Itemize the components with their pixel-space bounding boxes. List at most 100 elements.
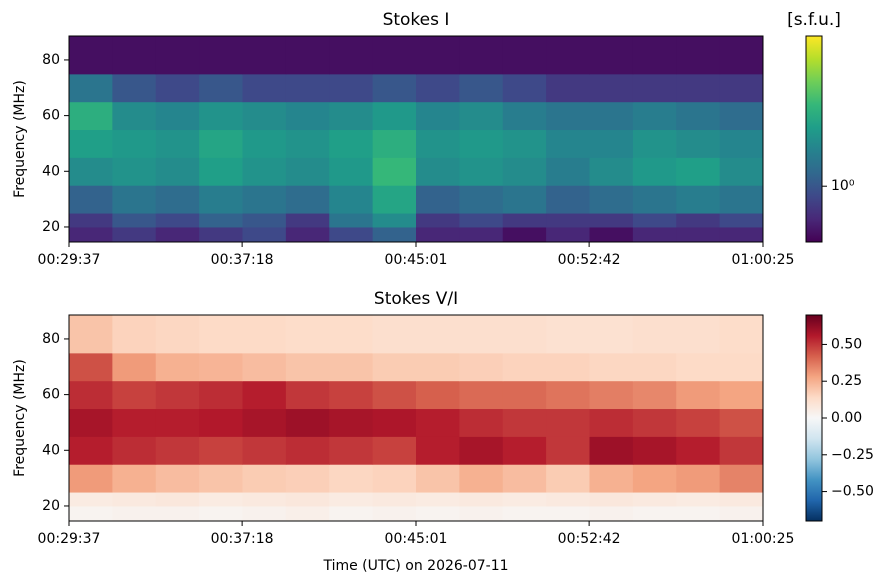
heatmap-cell bbox=[719, 315, 764, 354]
heatmap-cell bbox=[502, 213, 547, 228]
heatmap-cell bbox=[285, 129, 330, 158]
heatmap-cell bbox=[632, 505, 677, 522]
heatmap-cell bbox=[589, 157, 634, 186]
heatmap-cell bbox=[372, 129, 417, 158]
heatmap-cell bbox=[199, 352, 243, 382]
heatmap-cell bbox=[329, 36, 374, 75]
heatmap-cell bbox=[416, 492, 460, 507]
heatmap-cell bbox=[199, 157, 243, 186]
heatmap-cell bbox=[676, 436, 721, 465]
heatmap-cell bbox=[199, 436, 243, 465]
heatmap-cell bbox=[199, 408, 243, 437]
y-axis-label: Frequency (MHz) bbox=[12, 80, 28, 198]
heatmap-cell bbox=[242, 408, 287, 437]
heatmap-cell bbox=[329, 157, 374, 186]
heatmap-cell bbox=[372, 380, 417, 410]
heatmap-cell bbox=[546, 408, 590, 437]
heatmap-cell bbox=[459, 492, 504, 507]
heatmap-cell bbox=[112, 436, 157, 465]
heatmap-cell bbox=[372, 505, 417, 522]
heatmap-cell bbox=[676, 101, 721, 131]
heatmap-cell bbox=[459, 464, 504, 493]
heatmap-cell bbox=[416, 129, 460, 158]
heatmap-cell bbox=[329, 352, 374, 382]
heatmap-cell bbox=[459, 436, 504, 465]
heatmap-cell bbox=[372, 352, 417, 382]
y-tick-label: 40 bbox=[42, 442, 60, 458]
heatmap-cell bbox=[285, 408, 330, 437]
heatmap-cell bbox=[329, 492, 374, 507]
heatmap-cell bbox=[632, 408, 677, 437]
heatmap-cell bbox=[69, 408, 113, 437]
heatmap-cell bbox=[372, 464, 417, 493]
heatmap-cell bbox=[546, 101, 590, 131]
heatmap-cell bbox=[589, 492, 634, 507]
heatmap-cell bbox=[155, 436, 200, 465]
heatmap-cell bbox=[112, 157, 157, 186]
heatmap-cell bbox=[69, 73, 113, 103]
heatmap-cell bbox=[589, 73, 634, 103]
heatmap-cell bbox=[502, 101, 547, 131]
heatmap-cell bbox=[242, 464, 287, 493]
y-tick-label: 20 bbox=[42, 498, 60, 514]
heatmap-cell bbox=[285, 185, 330, 214]
heatmap-cell bbox=[719, 380, 764, 410]
heatmap-cell bbox=[719, 36, 764, 75]
heatmap-cell bbox=[112, 213, 157, 228]
heatmap-cell bbox=[502, 185, 547, 214]
heatmap-cell bbox=[155, 129, 200, 158]
heatmap-cell bbox=[155, 352, 200, 382]
heatmap-cell bbox=[502, 352, 547, 382]
heatmap-cell bbox=[155, 185, 200, 214]
heatmap-cell bbox=[199, 226, 243, 243]
heatmap-cell bbox=[285, 157, 330, 186]
heatmap-cell bbox=[69, 464, 113, 493]
colorbar-tick-label: 0.25 bbox=[831, 373, 862, 389]
heatmap-cell bbox=[112, 408, 157, 437]
heatmap-cell bbox=[546, 352, 590, 382]
heatmap-cell bbox=[69, 505, 113, 522]
heatmap-cell bbox=[632, 492, 677, 507]
heatmap-cell bbox=[285, 213, 330, 228]
heatmap-cell bbox=[199, 185, 243, 214]
heatmap-cell bbox=[546, 226, 590, 243]
heatmap-cell bbox=[112, 226, 157, 243]
heatmap-cell bbox=[719, 505, 764, 522]
heatmap-cell bbox=[372, 73, 417, 103]
colorbar bbox=[805, 35, 823, 243]
heatmap-cell bbox=[329, 213, 374, 228]
heatmap-cell bbox=[416, 73, 460, 103]
heatmap-cell bbox=[676, 36, 721, 75]
heatmap-cell bbox=[285, 380, 330, 410]
heatmap-cell bbox=[69, 352, 113, 382]
heatmap-cell bbox=[416, 157, 460, 186]
colorbar-tick-label: 0.50 bbox=[831, 336, 862, 352]
heatmap-cell bbox=[199, 464, 243, 493]
heatmap-cell bbox=[546, 157, 590, 186]
y-axis-label: Frequency (MHz) bbox=[12, 359, 28, 477]
heatmap-cell bbox=[589, 408, 634, 437]
heatmap-cell bbox=[416, 505, 460, 522]
heatmap-cell bbox=[589, 380, 634, 410]
heatmap-cell bbox=[502, 464, 547, 493]
y-tick-label: 40 bbox=[42, 163, 60, 179]
heatmap-cell bbox=[502, 36, 547, 75]
heatmap-cell bbox=[329, 129, 374, 158]
heatmap-cell bbox=[719, 464, 764, 493]
heatmap-cell bbox=[285, 36, 330, 75]
heatmap-cell bbox=[372, 315, 417, 354]
heatmap-cell bbox=[589, 464, 634, 493]
heatmap-cell bbox=[459, 101, 504, 131]
heatmap-cell bbox=[632, 101, 677, 131]
heatmap-cell bbox=[416, 315, 460, 354]
heatmap-cell bbox=[155, 73, 200, 103]
heatmap-cell bbox=[199, 315, 243, 354]
heatmap-cell bbox=[242, 380, 287, 410]
heatmap-cell bbox=[676, 226, 721, 243]
heatmap-cell bbox=[676, 129, 721, 158]
heatmap-cell bbox=[459, 129, 504, 158]
heatmap-cell bbox=[502, 226, 547, 243]
x-tick-label: 00:52:42 bbox=[558, 531, 621, 547]
heatmap-cell bbox=[285, 492, 330, 507]
heatmap-cell bbox=[69, 315, 113, 354]
